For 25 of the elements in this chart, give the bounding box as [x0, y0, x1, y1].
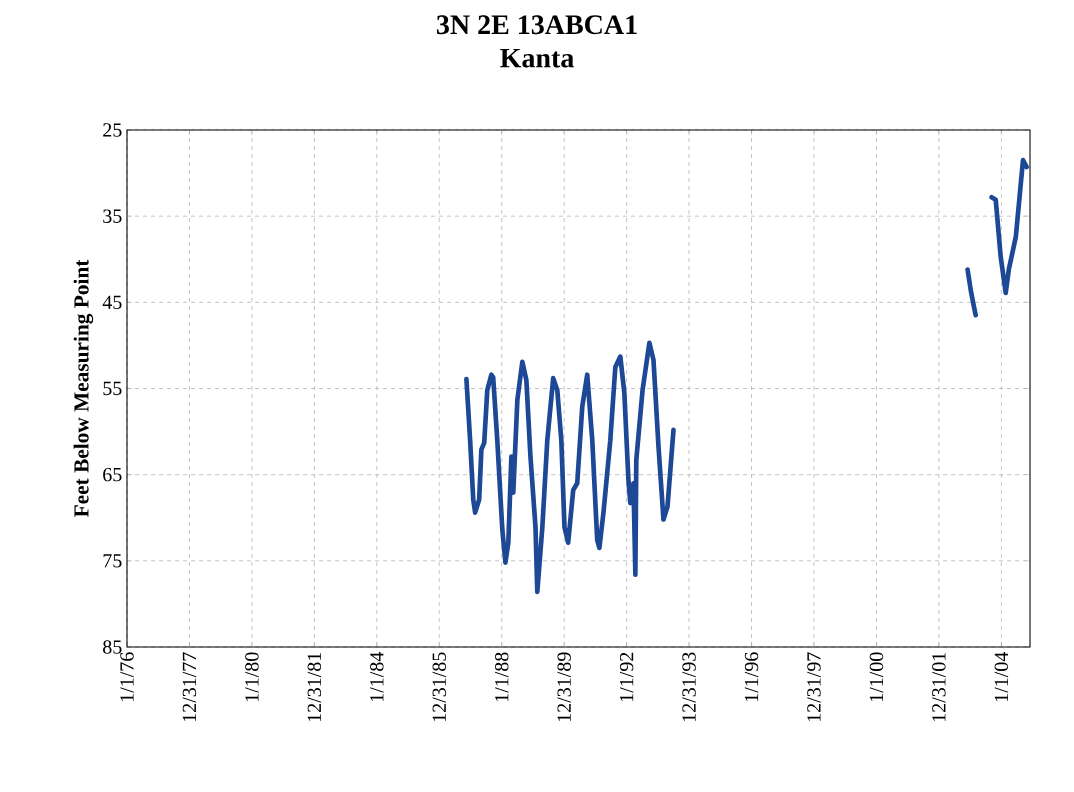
- x-tick-label: 12/31/85: [432, 652, 446, 722]
- y-tick-label: 65: [103, 467, 122, 482]
- y-tick-label: 55: [103, 381, 122, 396]
- x-tick-label: 1/1/80: [245, 652, 259, 702]
- x-tick-label: 12/31/81: [307, 652, 322, 722]
- x-tick-label: 1/1/88: [494, 652, 509, 702]
- y-tick-label: 45: [102, 295, 122, 310]
- chart-title: 3N 2E 13ABCA1: [436, 15, 637, 35]
- x-tick-label: 1/1/00: [869, 652, 884, 702]
- y-tick-label: 85: [103, 640, 122, 654]
- x-tick-label: 1/1/76: [120, 652, 134, 702]
- x-tick-label: 1/1/96: [744, 652, 759, 702]
- y-axis-title: Feet Below Measuring Point: [73, 259, 94, 518]
- x-tick-label: 12/31/97: [807, 652, 821, 722]
- x-tick-label: 12/31/89: [557, 652, 571, 722]
- x-tick-label: 12/31/93: [682, 652, 696, 722]
- chart-subtitle: Kanta: [500, 48, 574, 68]
- x-tick-label: 1/1/84: [370, 652, 384, 702]
- x-tick-label: 1/1/92: [619, 652, 634, 702]
- x-tick-label: 12/31/01: [932, 652, 946, 722]
- y-tick-label: 35: [103, 209, 122, 223]
- x-tick-label: 1/1/04: [994, 652, 1009, 702]
- x-tick-label: 12/31/77: [182, 652, 197, 722]
- y-tick-label: 25: [103, 123, 122, 137]
- y-tick-label: 75: [103, 554, 122, 568]
